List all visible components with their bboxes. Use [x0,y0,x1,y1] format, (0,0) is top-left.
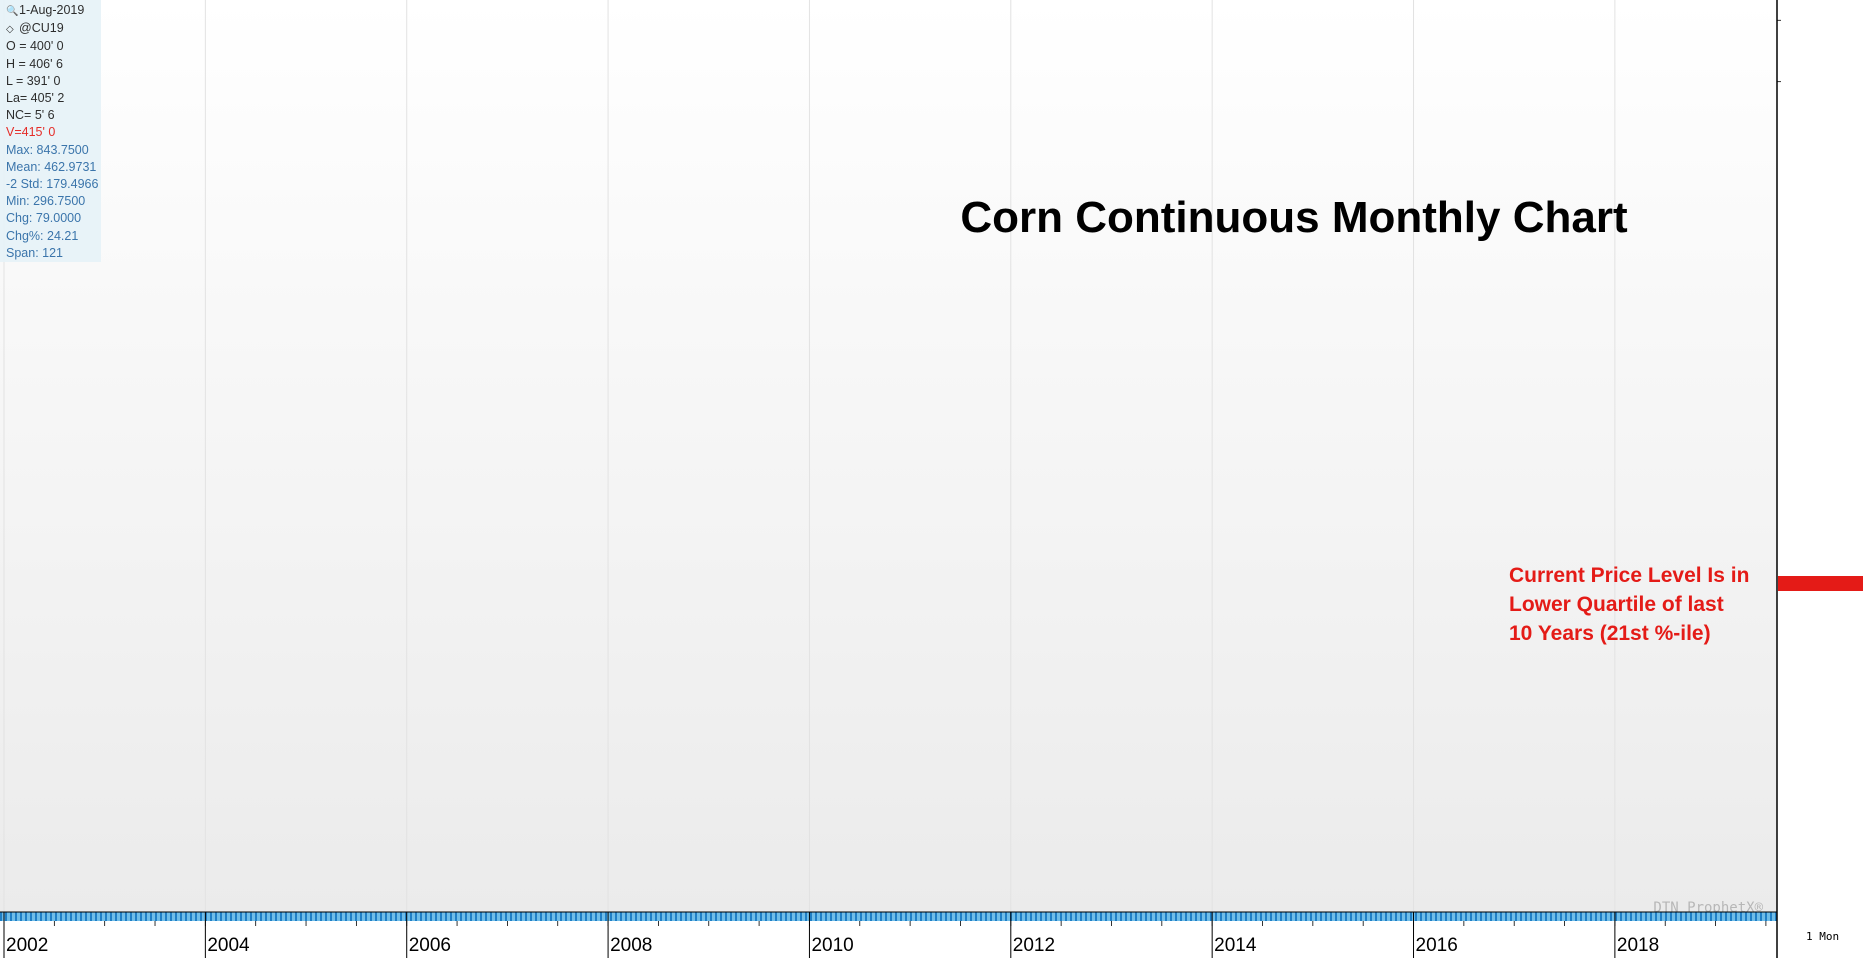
info-symbol: @CU19 [19,21,64,36]
price-axis[interactable]: 200' 0250' 0300' 0350' 0400' 0450' 0500'… [1776,0,1863,912]
time-tick-label: 2014 [1214,935,1257,956]
info-low: L = 391' 0 [6,73,61,88]
info-symbol-row: ◇ @CU19 [6,20,101,38]
chart-title: Corn Continuous Monthly Chart [960,193,1628,242]
time-tick-label: 2006 [409,935,451,956]
diamond-icon: ◇ [6,24,14,36]
annotation-line: Lower Quartile of last [1509,593,1724,616]
info-span: Span: 121 [6,245,63,260]
interval-label[interactable]: 1 Mon [1806,930,1839,943]
time-tick-label: 2008 [610,935,652,956]
plot-background [0,0,1777,912]
info-high: H = 406' 6 [6,56,63,71]
time-tick-label: 2018 [1617,935,1659,956]
price-axis-ticks: 200' 0250' 0300' 0350' 0400' 0450' 0500'… [1777,19,1781,83]
annotation-layer: Current Price Level Is in Lower Quartile … [1509,564,1749,645]
price-axis-background [1777,0,1863,912]
time-tick-label: 2004 [207,935,250,956]
info-chg-pct: Chg%: 24.21 [6,228,79,243]
info-net-change: NC= 5' 6 [6,108,55,123]
info-date: 1-Aug-2019 [19,3,85,17]
info-volume: V=415' 0 [6,125,56,140]
time-tick-label: 2016 [1416,935,1458,956]
info-panel: 🔍1-Aug-2019 ◇ @CU19 O = 400' 0 H = 406' 6… [0,0,101,262]
interval-box[interactable]: 1 Mon [1776,912,1863,958]
time-axis-ticks: 2002200420062008201020122014201620182020… [3,912,1861,958]
timeline-strip [0,912,1777,921]
info-mean: Mean: 462.9731 [6,159,97,174]
red-price-marker [1778,576,1863,591]
time-axis-background [0,921,1777,958]
info-last: La= 405' 2 [6,91,65,106]
info-minus2std: -2 Std: 179.4966 [6,177,99,192]
info-max: Max: 843.7500 [6,142,89,157]
last-price-tag: 405' 2 [1778,576,1863,591]
interval-box-background [1777,912,1863,958]
time-axis[interactable]: 2002200420062008201020122014201620182020… [0,911,1863,958]
time-tick-label: 2012 [1013,935,1055,956]
info-chg: Chg: 79.0000 [6,211,82,226]
info-date-row: 🔍1-Aug-2019 [6,2,101,20]
info-min: Min: 296.7500 [6,194,86,209]
time-tick-label: 2010 [811,935,853,956]
annotation-line: 10 Years (21st %-ile) [1509,622,1711,645]
magnifier-icon: 🔍 [6,6,19,17]
info-open: O = 400' 0 [6,39,64,54]
annotation-line: Current Price Level Is in [1509,564,1749,587]
time-tick-label: 2002 [6,935,48,956]
